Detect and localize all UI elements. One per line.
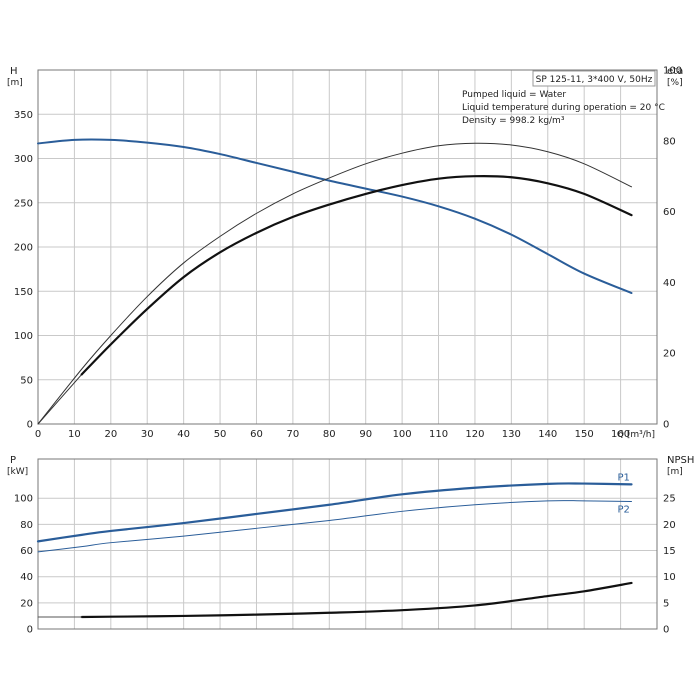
series-label-P2: P2	[618, 505, 630, 516]
info-box-line: Density = 998.2 kg/m³	[462, 116, 565, 126]
right-tick-label: 0	[663, 420, 669, 431]
series-label-P1: P1	[618, 472, 630, 483]
plot-frame	[37, 458, 658, 630]
info-box-line: Liquid temperature during operation = 20…	[462, 103, 665, 113]
left-tick-label: 50	[20, 375, 33, 386]
plot-frame	[37, 69, 658, 425]
right-tick-label: 20	[663, 349, 676, 360]
left-axis-unit: [m]	[7, 78, 23, 88]
left-tick-label: 20	[20, 598, 33, 609]
x-tick-label: 150	[575, 429, 594, 440]
left-axis-title: P	[10, 455, 16, 466]
x-axis-label: Q [m³/h]	[617, 430, 655, 440]
left-tick-label: 300	[14, 154, 33, 165]
right-tick-label: 5	[663, 598, 669, 609]
series-line-P1	[36, 482, 633, 543]
right-axis-unit: [%]	[667, 78, 683, 88]
left-tick-label: 60	[20, 546, 33, 557]
right-tick-label: 100	[663, 66, 682, 77]
series-line-head	[37, 138, 633, 295]
left-tick-label: 250	[14, 198, 33, 209]
x-tick-label: 90	[359, 429, 372, 440]
head-efficiency-plot: 0 10 20 30 40 50 60 70 80 90 100 110 120 130 140 150 160…	[7, 66, 683, 441]
x-tick-label: 10	[68, 429, 81, 440]
left-tick-label: 150	[14, 287, 33, 298]
x-tick-label: 110	[429, 429, 448, 440]
series-line-P2	[37, 500, 633, 553]
series-line-eta-thick	[80, 174, 633, 376]
info-box-title: SP 125-11, 3*400 V, 50Hz	[536, 75, 653, 85]
right-axis-title: NPSH	[667, 455, 694, 466]
left-tick-label: 100	[14, 331, 33, 342]
left-tick-label: 100	[14, 494, 33, 505]
x-tick-label: 40	[177, 429, 190, 440]
x-tick-label: 100	[393, 429, 412, 440]
right-axis-title: eta	[667, 66, 683, 77]
power-npsh-plot: 0 20 40 60 80 100 0 5 10 15 20 25 P[kW] NPSH[m] P1 P2	[7, 455, 694, 636]
right-tick-label: 20	[663, 520, 676, 531]
right-tick-label: 10	[663, 572, 676, 583]
right-tick-label: 80	[663, 136, 676, 147]
x-tick-label: 140	[538, 429, 557, 440]
x-tick-label: 0	[35, 429, 41, 440]
info-box-line: Pumped liquid = Water	[462, 90, 566, 100]
x-tick-label: 80	[323, 429, 336, 440]
x-tick-label: 130	[502, 429, 521, 440]
right-tick-label: 40	[663, 278, 676, 289]
left-axis-unit: [kW]	[7, 467, 28, 477]
x-tick-label: 20	[104, 429, 117, 440]
right-tick-label: 25	[663, 494, 676, 505]
left-tick-label: 200	[14, 243, 33, 254]
left-tick-label: 0	[27, 625, 33, 636]
series-line-eta-thin	[37, 142, 633, 425]
series-line-eta-thin-ext	[37, 373, 83, 425]
right-tick-label: 0	[663, 625, 669, 636]
x-tick-label: 160	[611, 429, 630, 440]
x-tick-label: 30	[141, 429, 154, 440]
left-axis-title: H	[10, 66, 18, 77]
left-tick-label: 80	[20, 520, 33, 531]
x-tick-label: 50	[214, 429, 227, 440]
right-tick-label: 15	[663, 546, 676, 557]
left-tick-label: 0	[27, 420, 33, 431]
x-tick-label: 120	[465, 429, 484, 440]
x-tick-label: 70	[287, 429, 300, 440]
x-tick-label: 60	[250, 429, 263, 440]
right-axis-unit: [m]	[667, 467, 683, 477]
info-box-frame	[532, 70, 656, 87]
left-tick-label: 350	[14, 110, 33, 121]
left-tick-label: 40	[20, 572, 33, 583]
series-line-NPSH	[80, 581, 633, 619]
right-tick-label: 60	[663, 207, 676, 218]
